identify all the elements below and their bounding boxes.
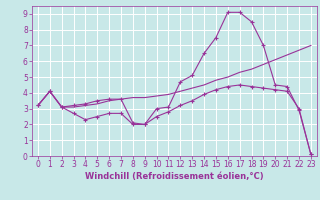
X-axis label: Windchill (Refroidissement éolien,°C): Windchill (Refroidissement éolien,°C) xyxy=(85,172,264,181)
